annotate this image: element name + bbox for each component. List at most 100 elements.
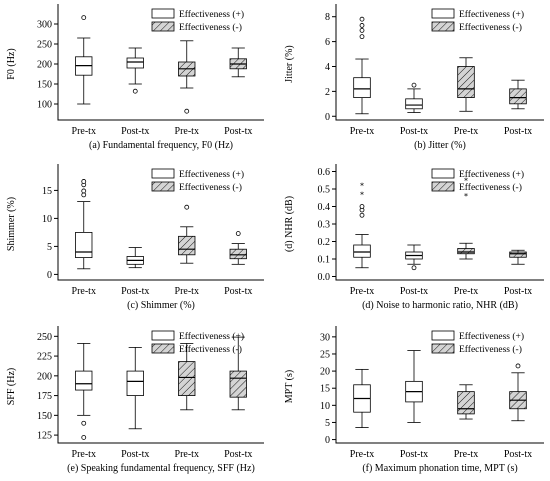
outlier-marker [359, 34, 365, 40]
y-tick-label: 0 [325, 112, 330, 123]
box-iqr [353, 244, 371, 258]
y-tick-label: 0.6 [318, 167, 331, 178]
box-iqr [405, 98, 423, 110]
box-1 [75, 15, 93, 105]
legend-label-positive: Effectiveness (+) [459, 169, 524, 180]
box-2 [405, 350, 423, 423]
box-1 [75, 179, 93, 270]
box-2 [405, 82, 423, 113]
ylabel: MPT (s) [284, 370, 295, 403]
box-iqr [75, 370, 93, 391]
category-label: Pre-tx [175, 286, 199, 297]
outlier-marker [81, 420, 87, 426]
caption: (c) Shimmer (%) [127, 300, 195, 311]
box-2 [126, 47, 144, 94]
category-label: Post-tx [400, 449, 428, 460]
box-4 [229, 336, 247, 411]
y-tick-label: 10 [320, 401, 330, 412]
legend-label-negative: Effectiveness (-) [459, 22, 522, 33]
extreme-marker: * [464, 192, 468, 201]
legend-label-negative: Effectiveness (-) [179, 182, 242, 193]
category-label: Pre-tx [72, 286, 96, 297]
y-tick-label: 225 [37, 352, 52, 363]
legend-swatch-negative [431, 21, 455, 32]
category-label: Pre-tx [350, 286, 374, 297]
category-label: Pre-tx [454, 286, 478, 297]
legend-label-positive: Effectiveness (+) [459, 9, 524, 20]
legend-label-positive: Effectiveness (+) [459, 331, 524, 342]
box-iqr [457, 391, 475, 415]
y-tick-label: 250 [37, 40, 52, 51]
legend: Effectiveness (+) Effectiveness (-) [151, 8, 244, 33]
box-3 [178, 343, 196, 411]
caption: (b) Jitter (%) [414, 140, 466, 151]
y-tick-label: 0.1 [318, 255, 331, 266]
category-label: Post-tx [224, 126, 252, 137]
y-tick-label: 6 [325, 37, 330, 48]
outlier-marker [81, 192, 87, 198]
category-label: Post-tx [224, 449, 252, 460]
category-label: Post-tx [400, 286, 428, 297]
category-label: Pre-tx [175, 449, 199, 460]
extreme-marker: * [464, 176, 468, 185]
y-tick-label: 0 [325, 435, 330, 446]
category-label: Pre-tx [72, 449, 96, 460]
y-tick-label: 250 [37, 332, 52, 343]
legend-swatch-positive [431, 8, 455, 19]
legend-label-positive: Effectiveness (+) [179, 9, 244, 20]
category-label: Post-tx [121, 449, 149, 460]
axis-lines [335, 164, 544, 281]
plot-area: 0 2 4 6 8 Pre-tx Post-tx Pre-tx Post-tx [325, 4, 544, 137]
box-iqr [75, 232, 93, 259]
legend-swatch-positive [431, 168, 455, 179]
ylabel: (d) NHR (dB) [284, 196, 295, 252]
outlier-marker [359, 204, 365, 209]
plot-area: 0 5 10 15 Pre-tx Post-tx Pre-tx Post-tx [42, 164, 264, 297]
box-iqr [229, 370, 247, 398]
box-1 [353, 16, 371, 115]
panel-a: F0 (Hz) Effectiveness (+) Effectiveness … [6, 4, 264, 151]
box-3 [178, 204, 196, 264]
panel-f: MPT (s) Effectiveness (+) Effectiveness … [284, 326, 544, 474]
legend-swatch-positive [151, 330, 175, 341]
box-3: ** [457, 176, 475, 260]
outlier-marker [515, 363, 521, 369]
box-1 [353, 368, 371, 428]
outlier-marker [359, 27, 365, 33]
outlier-marker [235, 231, 241, 236]
category-label: Post-tx [504, 286, 532, 297]
legend-swatch-negative [151, 343, 175, 354]
legend-label-negative: Effectiveness (-) [179, 22, 242, 33]
legend-swatch-negative [431, 343, 455, 354]
box-3 [178, 40, 196, 114]
legend-swatch-negative [151, 21, 175, 32]
ylabel: Shimmer (%) [6, 197, 17, 251]
legend-swatch-positive [431, 330, 455, 341]
category-label: Pre-tx [454, 449, 478, 460]
legend-swatch-positive [151, 8, 175, 19]
category-label: Post-tx [121, 286, 149, 297]
y-tick-label: 5 [325, 418, 330, 429]
box-iqr [457, 66, 475, 99]
panel-d: (d) NHR (dB) Effectiveness (+) Effective… [284, 164, 544, 311]
axis-lines [57, 326, 264, 444]
outlier-marker [81, 179, 87, 184]
category-label: Post-tx [400, 126, 428, 137]
ylabel: F0 (Hz) [6, 48, 17, 79]
y-tick-label: 10 [42, 214, 52, 225]
y-tick-label: 125 [37, 431, 52, 442]
category-label: Post-tx [224, 286, 252, 297]
y-tick-label: 150 [37, 80, 52, 91]
box-iqr [178, 235, 196, 256]
outlier-marker [81, 435, 87, 440]
box-iqr [457, 248, 475, 255]
box-3 [457, 384, 475, 420]
panel-c: Shimmer (%) Effectiveness (+) Effectiven… [6, 164, 264, 311]
legend: Effectiveness (+) Effectiveness (-) [431, 330, 524, 355]
legend: Effectiveness (+) Effectiveness (-) [431, 168, 524, 193]
axis-lines [335, 326, 544, 444]
legend: Effectiveness (+) Effectiveness (-) [151, 168, 244, 193]
y-tick-label: 5 [47, 242, 52, 253]
y-tick-label: 0 [47, 270, 52, 281]
category-label: Pre-tx [454, 126, 478, 137]
